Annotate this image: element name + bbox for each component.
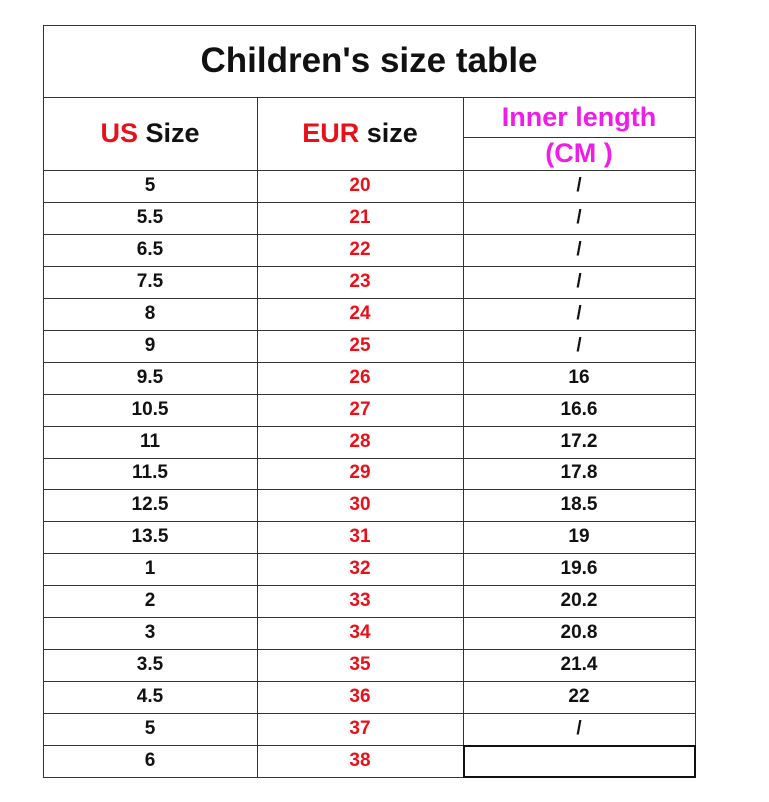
rule bbox=[43, 458, 695, 459]
us-size: 11 bbox=[139, 430, 161, 452]
inner-length: / bbox=[576, 302, 582, 324]
rule bbox=[43, 298, 695, 299]
rule bbox=[43, 649, 695, 650]
header-eur: EUR size bbox=[257, 97, 463, 170]
inner-length: 16.6 bbox=[560, 398, 598, 420]
inner-length: 21.4 bbox=[560, 654, 598, 676]
eur-size: 26 bbox=[349, 366, 371, 388]
inner-length: 22 bbox=[568, 686, 590, 708]
us-size: 6 bbox=[144, 750, 156, 772]
eur-size: 36 bbox=[349, 686, 371, 708]
eur-size: 21 bbox=[349, 206, 371, 228]
eur-size: 35 bbox=[349, 654, 371, 676]
eur-size: 31 bbox=[349, 526, 371, 548]
us-size: 3.5 bbox=[136, 654, 164, 676]
eur-size: 37 bbox=[349, 718, 371, 740]
eur-size: 33 bbox=[349, 590, 371, 612]
inner-length: 20.2 bbox=[560, 590, 598, 612]
rule bbox=[463, 97, 464, 777]
eur-size: 32 bbox=[349, 558, 371, 580]
inner-length: / bbox=[576, 334, 582, 356]
eur-size: 25 bbox=[349, 334, 371, 356]
us-size: 5 bbox=[144, 174, 156, 196]
rule bbox=[43, 25, 44, 777]
inner-length: / bbox=[576, 206, 582, 228]
inner-length: / bbox=[576, 238, 582, 260]
rule bbox=[43, 489, 695, 490]
rule bbox=[43, 234, 695, 235]
eur-size: 22 bbox=[349, 238, 371, 260]
inner-length: 17.2 bbox=[560, 430, 598, 452]
rule bbox=[43, 713, 695, 714]
inner-length: 20.8 bbox=[560, 622, 598, 644]
rule bbox=[43, 521, 695, 522]
us-size: 9 bbox=[144, 334, 156, 356]
rule bbox=[43, 745, 695, 746]
eur-size: 27 bbox=[349, 398, 371, 420]
rule bbox=[43, 681, 695, 682]
header-unit: (CM ) bbox=[545, 138, 613, 168]
us-size: 6.5 bbox=[136, 238, 164, 260]
us-size: 3 bbox=[144, 622, 156, 644]
us-size: 12.5 bbox=[131, 494, 169, 516]
us-size: 2 bbox=[144, 590, 156, 612]
eur-size: 24 bbox=[349, 302, 371, 324]
inner-length: / bbox=[576, 270, 582, 292]
eur-size: 23 bbox=[349, 270, 371, 292]
inner-length: 16 bbox=[568, 366, 590, 388]
us-size: 8 bbox=[144, 302, 156, 324]
eur-size: 30 bbox=[349, 494, 371, 516]
empty-cell bbox=[463, 745, 696, 778]
us-size: 7.5 bbox=[136, 270, 164, 292]
us-size: 4.5 bbox=[136, 686, 164, 708]
rule bbox=[43, 362, 695, 363]
eur-size: 20 bbox=[349, 174, 371, 196]
rule bbox=[43, 25, 695, 26]
rule bbox=[43, 553, 695, 554]
us-size: 11.5 bbox=[132, 462, 168, 484]
inner-length: / bbox=[576, 174, 582, 196]
us-size: 5 bbox=[144, 718, 156, 740]
rule bbox=[257, 97, 258, 777]
header-highlight: EUR bbox=[302, 118, 360, 148]
eur-size: 38 bbox=[349, 750, 371, 772]
header-highlight: US bbox=[100, 118, 138, 148]
inner-length: 18.5 bbox=[560, 494, 598, 516]
rule bbox=[43, 394, 695, 395]
eur-size: 34 bbox=[349, 622, 371, 644]
eur-size: 29 bbox=[349, 462, 371, 484]
eur-size: 28 bbox=[349, 430, 371, 452]
table-title: Children's size table bbox=[200, 41, 538, 80]
inner-length: 19 bbox=[568, 526, 590, 548]
header-us: US Size bbox=[43, 97, 257, 170]
us-size: 1 bbox=[144, 558, 156, 580]
rule bbox=[43, 266, 695, 267]
header-text: Size bbox=[145, 118, 200, 148]
header-inner-length: Inner length bbox=[501, 101, 657, 132]
inner-length: / bbox=[576, 718, 582, 740]
rule bbox=[43, 97, 695, 98]
rule bbox=[43, 170, 695, 171]
rule bbox=[43, 426, 695, 427]
rule bbox=[43, 617, 695, 618]
rule bbox=[43, 777, 696, 778]
us-size: 13.5 bbox=[131, 526, 169, 548]
us-size: 10.5 bbox=[131, 398, 169, 420]
inner-length: 17.8 bbox=[560, 462, 598, 484]
header-text: size bbox=[366, 118, 418, 148]
us-size: 9.5 bbox=[136, 366, 164, 388]
rule bbox=[695, 25, 696, 777]
us-size: 5.5 bbox=[136, 206, 164, 228]
rule bbox=[43, 202, 695, 203]
rule bbox=[43, 585, 695, 586]
rule bbox=[43, 330, 695, 331]
rule bbox=[463, 137, 695, 138]
inner-length: 19.6 bbox=[560, 558, 598, 580]
